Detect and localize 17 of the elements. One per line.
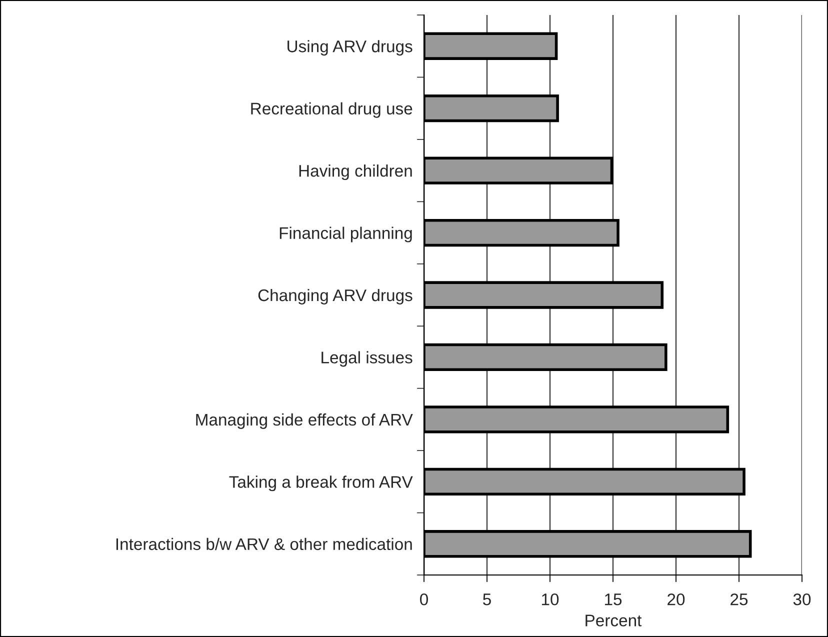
y-tick-label: Financial planning [280,226,412,242]
y-tick-label: Taking a break from ARV [229,476,413,492]
x-tick-label: 30 [793,593,811,606]
x-tick-label: 5 [483,594,491,606]
x-tick-label: 10 [542,593,559,606]
y-tick-label: Using ARV drugs [288,40,412,56]
y-tick-label: Legal issues [322,351,412,367]
y-tick-label: Having children [299,164,412,180]
x-axis-title: Percent [586,614,642,626]
y-tick-label: Recreational drug use [251,102,412,118]
y-tick-label: Interactions b/w ARV & other medication [116,538,412,550]
x-tick-label: 15 [605,594,622,606]
x-tick-label: 0 [420,593,428,606]
x-tick-label: 25 [730,593,748,606]
x-tick-label: 20 [668,593,685,606]
y-tick-label: Changing ARV drugs [258,288,412,304]
y-tick-label: Managing side effects of ARV [196,413,413,429]
